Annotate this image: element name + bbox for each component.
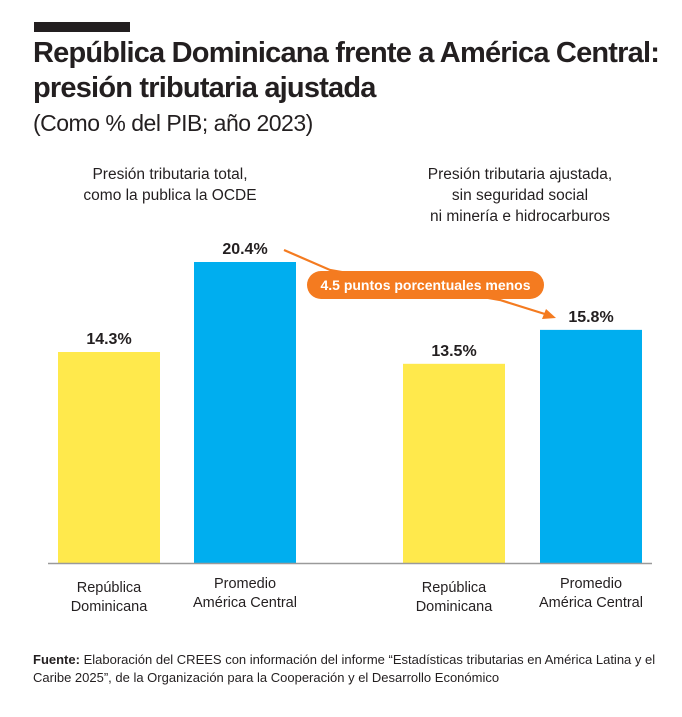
chart-title: República Dominicana frente a América Ce…: [33, 37, 660, 104]
category-label: Promedio América Central: [165, 575, 325, 613]
data-label: 15.8%: [568, 309, 613, 326]
annotation-pill: [307, 271, 544, 299]
annotation-text: 4.5 puntos porcentuales menos: [320, 277, 530, 293]
data-label: 20.4%: [222, 241, 267, 258]
left-panel-title: Presión tributaria total, como la public…: [40, 164, 300, 206]
source-label: Fuente:: [33, 652, 80, 667]
category-label-line: Promedio: [213, 576, 277, 592]
data-label: 14.3%: [86, 331, 131, 348]
chart-subtitle: (Como % del PIB; año 2023): [33, 110, 313, 136]
category-label-line: América Central: [539, 595, 643, 611]
left-panel-title-line: como la publica la OCDE: [83, 187, 257, 204]
category-label-line: República: [421, 580, 487, 596]
category-label-line: Dominicana: [70, 599, 148, 615]
right-panel-title: Presión tributaria ajustada, sin segurid…: [390, 164, 650, 227]
category-label: República Dominicana: [374, 579, 534, 617]
data-label: 13.5%: [431, 343, 476, 360]
category-label: Promedio América Central: [511, 575, 671, 613]
bar: [58, 352, 160, 563]
source-note: Fuente: Elaboración del CREES con inform…: [33, 651, 673, 687]
right-panel-title-line: sin seguridad social: [451, 187, 589, 204]
category-label-line: Dominicana: [415, 599, 493, 615]
right-panel-title-line: ni minería e hidrocarburos: [429, 208, 611, 225]
bar: [403, 363, 505, 563]
category-label-line: Promedio: [559, 576, 623, 592]
decorative-bar: [34, 22, 130, 32]
source-text: Elaboración del CREES con información de…: [33, 652, 656, 685]
category-label-line: República: [76, 580, 142, 596]
bar: [194, 262, 296, 563]
arrow-head-icon: [542, 309, 556, 319]
left-panel-title-line: Presión tributaria total,: [92, 166, 248, 183]
bar: [540, 329, 642, 563]
category-label: República Dominicana: [29, 579, 189, 617]
right-panel-title-line: Presión tributaria ajustada,: [427, 166, 613, 183]
category-label-line: América Central: [193, 595, 297, 611]
